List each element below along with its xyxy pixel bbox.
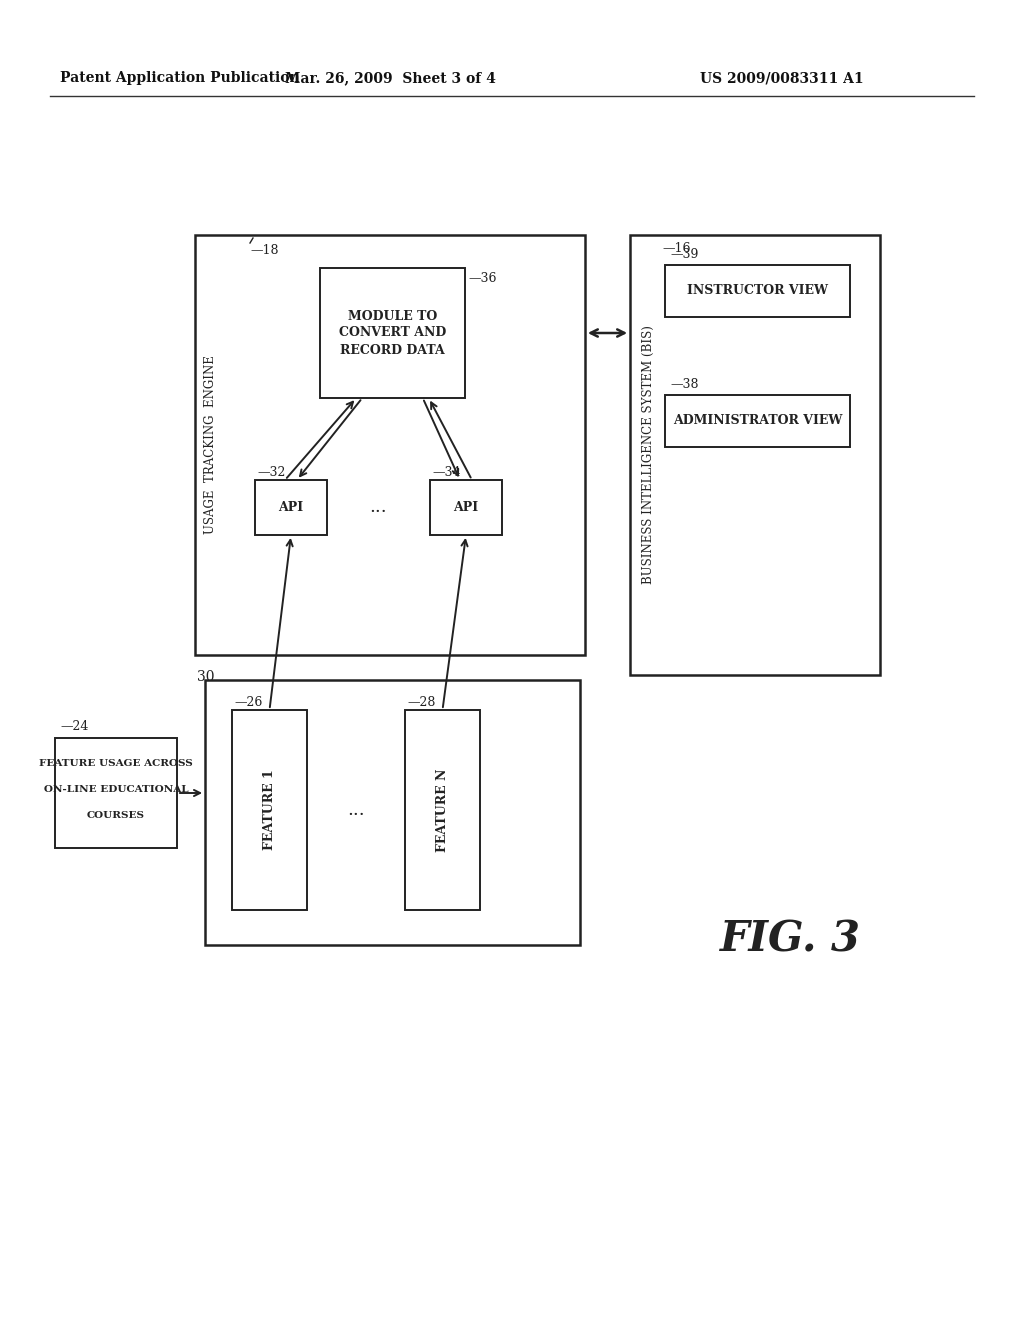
- Bar: [205, 680, 580, 945]
- Bar: [195, 235, 585, 655]
- Text: FEATURE N: FEATURE N: [436, 768, 449, 851]
- Text: ...: ...: [370, 499, 387, 516]
- Text: BUSINESS INTELLIGENCE SYSTEM (BIS): BUSINESS INTELLIGENCE SYSTEM (BIS): [641, 326, 654, 585]
- Bar: [319, 268, 465, 399]
- Text: API: API: [279, 502, 303, 513]
- Text: —26: —26: [234, 696, 262, 709]
- Text: ...: ...: [347, 801, 365, 818]
- Text: —18: —18: [250, 244, 279, 257]
- Text: COURSES: COURSES: [87, 810, 145, 820]
- Text: US 2009/0083311 A1: US 2009/0083311 A1: [700, 71, 863, 84]
- Text: Patent Application Publication: Patent Application Publication: [60, 71, 300, 84]
- Bar: [430, 480, 502, 535]
- Text: API: API: [454, 502, 478, 513]
- Bar: [232, 710, 307, 909]
- Bar: [55, 738, 177, 847]
- Text: USAGE  TRACKING  ENGINE: USAGE TRACKING ENGINE: [205, 355, 217, 535]
- Text: —28: —28: [407, 696, 435, 709]
- Text: —34: —34: [432, 466, 461, 479]
- Text: —39: —39: [670, 248, 698, 261]
- Text: Mar. 26, 2009  Sheet 3 of 4: Mar. 26, 2009 Sheet 3 of 4: [285, 71, 496, 84]
- Text: INSTRUCTOR VIEW: INSTRUCTOR VIEW: [687, 285, 828, 297]
- Text: FEATURE 1: FEATURE 1: [263, 770, 276, 850]
- Text: —32: —32: [257, 466, 286, 479]
- Text: —38: —38: [670, 379, 698, 392]
- Text: —24: —24: [60, 719, 88, 733]
- Bar: [406, 710, 480, 909]
- Text: FEATURE USAGE ACROSS: FEATURE USAGE ACROSS: [39, 759, 193, 767]
- Bar: [630, 235, 880, 675]
- Text: MODULE TO
CONVERT AND
RECORD DATA: MODULE TO CONVERT AND RECORD DATA: [339, 309, 446, 356]
- Text: ON-LINE EDUCATIONAL: ON-LINE EDUCATIONAL: [44, 784, 188, 793]
- Text: 30: 30: [197, 671, 214, 684]
- Bar: [665, 265, 850, 317]
- Text: ADMINISTRATOR VIEW: ADMINISTRATOR VIEW: [673, 414, 842, 428]
- Bar: [255, 480, 327, 535]
- Text: —36: —36: [468, 272, 497, 285]
- Text: —16: —16: [662, 243, 690, 256]
- Text: FIG. 3: FIG. 3: [720, 919, 860, 961]
- Bar: [665, 395, 850, 447]
